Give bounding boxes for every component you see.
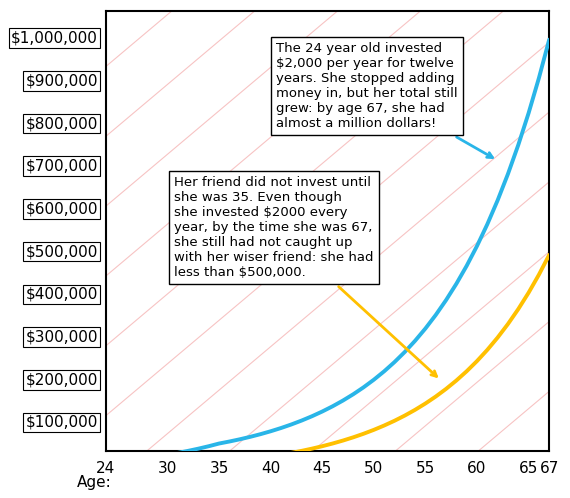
Text: The 24 year old invested
$2,000 per year for twelve
years. She stopped adding
mo: The 24 year old invested $2,000 per year… <box>276 42 492 157</box>
Text: Age:: Age: <box>77 475 112 490</box>
Text: Her friend did not invest until
she was 35. Even though
she invested $2000 every: Her friend did not invest until she was … <box>174 176 437 376</box>
